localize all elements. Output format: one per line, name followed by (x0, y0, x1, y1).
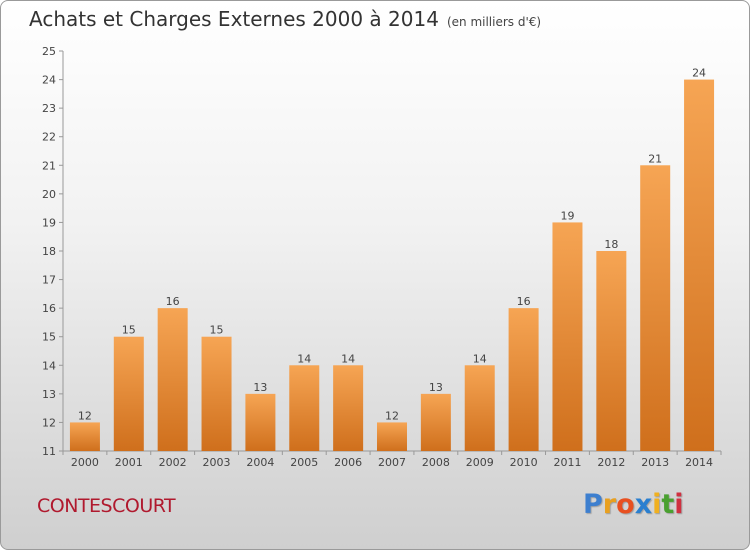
x-tick-label: 2008 (422, 456, 450, 469)
logo-letter: t (661, 489, 675, 520)
chart-bars: 12 15 16 15 13 14 14 12 13 14 16 19 18 21 24 (69, 67, 715, 452)
bar (333, 365, 364, 451)
y-tick-label: 11 (42, 445, 56, 458)
bar-value-label: 24 (692, 67, 706, 80)
bar (464, 365, 495, 451)
logo-letter: r (602, 489, 617, 520)
x-tick-label: 2005 (290, 456, 318, 469)
y-tick-label: 12 (42, 416, 56, 429)
y-tick-label: 15 (42, 331, 56, 344)
x-tick-label: 2007 (378, 456, 406, 469)
logo-letter: x (634, 489, 653, 520)
y-tick-label: 21 (42, 159, 56, 172)
y-tick-label: 24 (42, 74, 56, 87)
x-tick-label: 2001 (115, 456, 143, 469)
bar (508, 308, 539, 451)
logo-letter: i (674, 489, 684, 520)
bar (69, 422, 100, 451)
x-tick-label: 2000 (71, 456, 99, 469)
x-tick-label: 2009 (466, 456, 494, 469)
bar (157, 308, 188, 451)
x-tick-label: 2003 (203, 456, 231, 469)
y-tick-label: 20 (42, 188, 56, 201)
bar-value-label: 15 (210, 324, 224, 337)
y-tick-label: 19 (42, 216, 56, 229)
logo-letter: o (616, 489, 635, 520)
bar (377, 422, 407, 451)
bar-value-label: 14 (473, 352, 487, 365)
y-tick-label: 22 (42, 131, 56, 144)
bar (640, 165, 671, 452)
logo-letter: i (652, 489, 662, 520)
x-tick-label: 2006 (334, 456, 362, 469)
bar (420, 393, 451, 451)
bar-value-label: 18 (604, 238, 618, 251)
bar (289, 365, 320, 451)
x-tick-label: 2010 (510, 456, 538, 469)
bar (596, 251, 627, 451)
y-tick-label: 17 (42, 274, 56, 287)
x-tick-label: 2002 (159, 456, 187, 469)
bar-value-label: 14 (297, 352, 311, 365)
x-tick-label: 2011 (553, 456, 581, 469)
chart-unit-label: (en milliers d'€) (446, 15, 542, 29)
chart-title-text: Achats et Charges Externes 2000 à 2014 (29, 7, 439, 31)
logo-letter: P (583, 489, 603, 520)
bar (552, 222, 583, 451)
bar (684, 79, 715, 452)
bar (201, 336, 232, 451)
bar-value-label: 12 (385, 409, 399, 422)
bar-value-label: 13 (253, 381, 267, 394)
y-tick-label: 14 (42, 359, 56, 372)
x-tick-label: 2004 (246, 456, 274, 469)
bar (245, 393, 276, 451)
x-tick-label: 2013 (641, 456, 669, 469)
bar-value-label: 19 (560, 209, 574, 222)
bar-value-label: 21 (648, 152, 662, 165)
town-name: CONTESCOURT (37, 495, 176, 517)
bar-value-label: 16 (517, 295, 531, 308)
y-tick-label: 18 (42, 245, 56, 258)
x-tick-label: 2012 (597, 456, 625, 469)
bar-value-label: 12 (78, 409, 92, 422)
bar-value-label: 15 (122, 324, 136, 337)
bar (113, 336, 144, 451)
bar-value-label: 16 (166, 295, 180, 308)
bar-value-label: 14 (341, 352, 355, 365)
proxiti-logo: Proxiti (583, 489, 684, 520)
y-tick-label: 23 (42, 102, 56, 115)
y-tick-label: 25 (42, 45, 56, 58)
chart-title: Achats et Charges Externes 2000 à 2014 (e… (29, 7, 541, 31)
y-tick-label: 13 (42, 388, 56, 401)
x-tick-label: 2014 (685, 456, 713, 469)
chart-axes: 11 12 13 14 15 16 17 18 19 20 21 22 23 24 25 2000 2001 20… (42, 45, 722, 469)
y-tick-label: 16 (42, 302, 56, 315)
bar-value-label: 13 (429, 381, 443, 394)
